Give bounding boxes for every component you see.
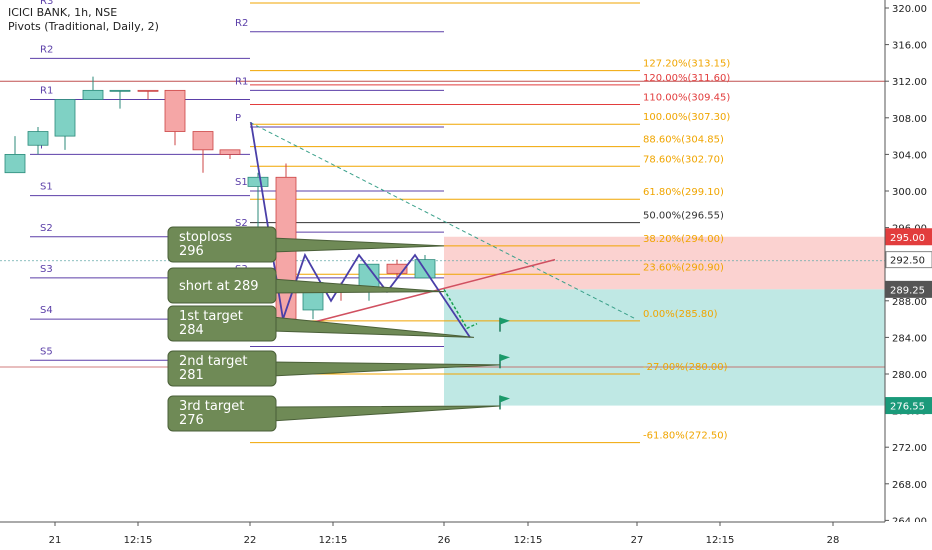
price-tag-label: 276.55	[890, 402, 925, 413]
time-tick-label: 22	[244, 535, 257, 546]
fib-label: 127.20%(313.15)	[643, 59, 730, 70]
pivot2-label-r2: R2	[235, 18, 248, 29]
callout-box	[167, 226, 277, 263]
fib-label: 61.80%(299.10)	[643, 187, 724, 198]
target-zone	[444, 289, 885, 406]
fib-label: -61.80%(272.50)	[643, 431, 728, 442]
price-tag	[885, 397, 932, 415]
projection-line	[443, 288, 478, 330]
price-tick-label: 264.00	[892, 516, 927, 527]
pivot-label-s2: S2	[40, 223, 53, 234]
price-tick-label: 312.00	[892, 77, 927, 88]
time-tick-label: 12:15	[514, 535, 543, 546]
candle-body	[27, 131, 49, 146]
price-tick-label: 304.00	[892, 150, 927, 161]
pivot-label-s5: S5	[40, 346, 53, 357]
elliott-wave-line	[250, 122, 471, 338]
fib-label: 120.00%(311.60)	[643, 73, 730, 84]
time-tick-label: 12:15	[124, 535, 153, 546]
pivot2-label-s2: S2	[235, 218, 248, 229]
time-tick-label: 26	[438, 535, 451, 546]
callout-title: short at 289	[179, 279, 259, 294]
price-tick-label: 272.00	[892, 443, 927, 454]
pivot-label-s1: S1	[40, 182, 53, 193]
candle-body	[54, 99, 76, 137]
candle-body	[164, 89, 186, 132]
time-tick-label: 27	[631, 535, 644, 546]
candle-body	[4, 153, 26, 174]
price-tick-label: 268.00	[892, 480, 927, 491]
pivot2-label-p: P	[235, 113, 241, 124]
callout-value: 284	[179, 323, 204, 338]
price-tag	[885, 228, 932, 246]
price-tick-label: 316.00	[892, 41, 927, 52]
callout-value: 281	[179, 368, 204, 383]
callout-box	[167, 305, 277, 342]
pivot-label-s3: S3	[40, 264, 53, 275]
candle-body	[386, 263, 408, 274]
callout-pointer	[271, 278, 445, 294]
time-tick-label: 12:15	[706, 535, 735, 546]
fib-label: 50.00%(296.55)	[643, 211, 724, 222]
pivot2-label-r1: R1	[235, 76, 248, 87]
time-tick-label: 28	[827, 535, 840, 546]
candle-body	[137, 89, 159, 92]
price-tag	[885, 251, 932, 269]
price-tick-label: 288.00	[892, 297, 927, 308]
fib-label: 0.00%(285.80)	[643, 309, 718, 320]
fib-label: 100.00%(307.30)	[643, 112, 730, 123]
callout-box	[167, 395, 277, 432]
callout-title: 3rd target	[179, 399, 244, 414]
callout-title: 2nd target	[179, 354, 247, 369]
callout-pointer	[271, 237, 445, 253]
price-axis-bg	[885, 0, 932, 550]
pivot-label-r1: R1	[40, 86, 53, 97]
pivot-label-s4: S4	[40, 305, 53, 316]
price-tick-label: 300.00	[892, 187, 927, 198]
fib-label: 78.60%(302.70)	[643, 154, 724, 165]
callout-box	[167, 350, 277, 387]
price-tick-label: 280.00	[892, 370, 927, 381]
trend-dashed-line	[249, 121, 637, 320]
price-tick-label: 308.00	[892, 114, 927, 125]
target-flag	[500, 395, 510, 403]
callout-title: stoploss	[179, 230, 232, 245]
callout-pointer	[271, 405, 501, 422]
price-tag-label: 289.25	[890, 285, 925, 296]
candle-body	[82, 89, 104, 100]
price-tag-label: 295.00	[890, 233, 925, 244]
callout-title: 1st target	[179, 309, 243, 324]
candle-body	[219, 149, 241, 155]
pivot-label-p: P	[40, 140, 46, 151]
callout-pointer	[271, 316, 475, 338]
price-tag-label: 292.50	[890, 256, 925, 267]
indicator-label: Pivots (Traditional, Daily, 2)	[8, 20, 159, 33]
pivot-label-r2: R2	[40, 44, 53, 55]
price-tick-label: 284.00	[892, 333, 927, 344]
price-tag	[885, 280, 932, 298]
fib-label: 38.20%(294.00)	[643, 234, 724, 245]
candle-body	[247, 176, 269, 187]
pivot2-label-s1: S1	[235, 177, 248, 188]
time-tick-label: 12:15	[319, 535, 348, 546]
price-tick-label: 320.00	[892, 4, 927, 15]
candle-body	[109, 89, 131, 92]
fib-label: -27.00%(280.00)	[643, 362, 728, 373]
chart-symbol-title: ICICI BANK, 1h, NSE	[8, 6, 118, 19]
target-flag	[500, 354, 510, 362]
callout-value: 296	[179, 244, 204, 259]
callout-value: 276	[179, 413, 204, 428]
time-axis-bg	[0, 522, 932, 550]
pivot-label-r3: R3	[40, 0, 53, 7]
candle-body	[192, 131, 214, 151]
fib-label: 110.00%(309.45)	[643, 93, 730, 104]
callout-box	[167, 267, 277, 304]
target-flag	[500, 317, 510, 325]
fib-label: 88.60%(304.85)	[643, 135, 724, 146]
trend-line-red	[289, 258, 556, 329]
time-tick-label: 21	[49, 535, 62, 546]
fib-label: 23.60%(290.90)	[643, 262, 724, 273]
